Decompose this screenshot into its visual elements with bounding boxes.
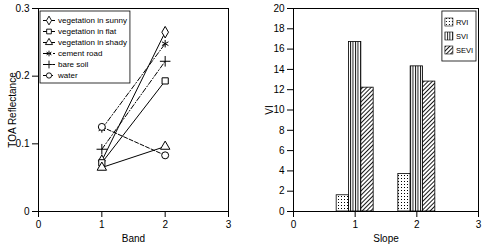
svg-text:0.3: 0.3 bbox=[16, 3, 30, 14]
svg-text:6: 6 bbox=[279, 145, 285, 156]
svg-text:0: 0 bbox=[36, 219, 42, 230]
svg-text:1: 1 bbox=[99, 219, 105, 230]
svg-text:vegetation in shady: vegetation in shady bbox=[58, 38, 127, 47]
svg-text:12: 12 bbox=[273, 84, 285, 95]
svg-text:SEVI: SEVI bbox=[456, 46, 473, 55]
svg-text:0: 0 bbox=[279, 206, 285, 217]
svg-text:vegetation in sunny: vegetation in sunny bbox=[58, 16, 127, 25]
svg-text:3: 3 bbox=[476, 219, 482, 230]
svg-text:3: 3 bbox=[226, 219, 232, 230]
svg-text:4: 4 bbox=[279, 165, 285, 176]
svg-text:Band: Band bbox=[122, 233, 145, 244]
svg-text:RVI: RVI bbox=[456, 18, 468, 27]
svg-text:vegetation in flat: vegetation in flat bbox=[58, 27, 117, 36]
svg-text:TOA Reflectance: TOA Reflectance bbox=[7, 72, 18, 148]
svg-text:18: 18 bbox=[273, 23, 285, 34]
svg-text:0: 0 bbox=[24, 206, 30, 217]
svg-text:0: 0 bbox=[291, 219, 297, 230]
svg-text:2: 2 bbox=[279, 185, 285, 196]
svg-text:bare soil: bare soil bbox=[58, 60, 88, 69]
svg-text:0.2: 0.2 bbox=[16, 70, 30, 81]
svg-text:10: 10 bbox=[273, 104, 285, 115]
svg-text:SVI: SVI bbox=[456, 32, 468, 41]
svg-text:2: 2 bbox=[162, 219, 168, 230]
svg-text:cement road: cement road bbox=[58, 49, 102, 58]
svg-text:16: 16 bbox=[273, 43, 285, 54]
svg-text:VI: VI bbox=[264, 105, 275, 114]
svg-text:0.1: 0.1 bbox=[16, 138, 30, 149]
svg-text:Slope: Slope bbox=[373, 233, 399, 244]
svg-text:14: 14 bbox=[273, 64, 285, 75]
svg-text:20: 20 bbox=[273, 3, 285, 14]
svg-text:2: 2 bbox=[414, 219, 420, 230]
svg-text:water: water bbox=[57, 71, 78, 80]
svg-text:8: 8 bbox=[279, 125, 285, 136]
svg-text:1: 1 bbox=[352, 219, 358, 230]
